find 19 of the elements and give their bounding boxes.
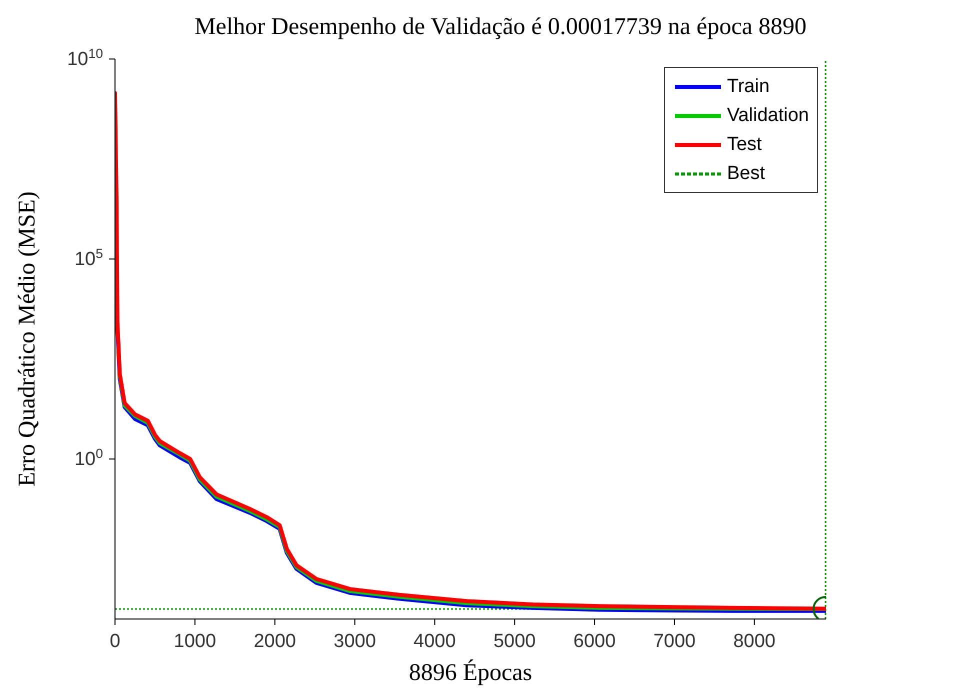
legend-label: Validation [726,104,809,126]
y-tick-label: 10$^{5}$ [74,246,103,270]
legend-label: Train [726,76,770,98]
chart-title: Melhor Desempenho de Validação é 0.00017739 na época 8890 [193,14,808,41]
y-axis-title: Erro Quadrático Médio (MSE) [14,191,42,487]
y-tick-label: 10$^{0}$ [74,446,103,470]
x-tick-label: 5000 [493,631,536,652]
x-tick-label: 6000 [573,631,616,652]
legend-label: Test [726,134,762,156]
x-tick-label: 2000 [254,631,296,652]
x-axis-title: 8896 Épocas [408,660,534,687]
x-tick-label: 8000 [733,631,776,652]
y-tick-label: 10$^{10}$ [67,46,103,70]
legend-label: Best [726,162,765,184]
x-tick-label: 4000 [414,631,456,652]
x-tick-label: 7000 [653,631,696,652]
x-tick-label: 3000 [334,631,376,652]
x-tick-label: 0 [110,631,120,652]
x-tick-label: 1000 [174,631,216,652]
